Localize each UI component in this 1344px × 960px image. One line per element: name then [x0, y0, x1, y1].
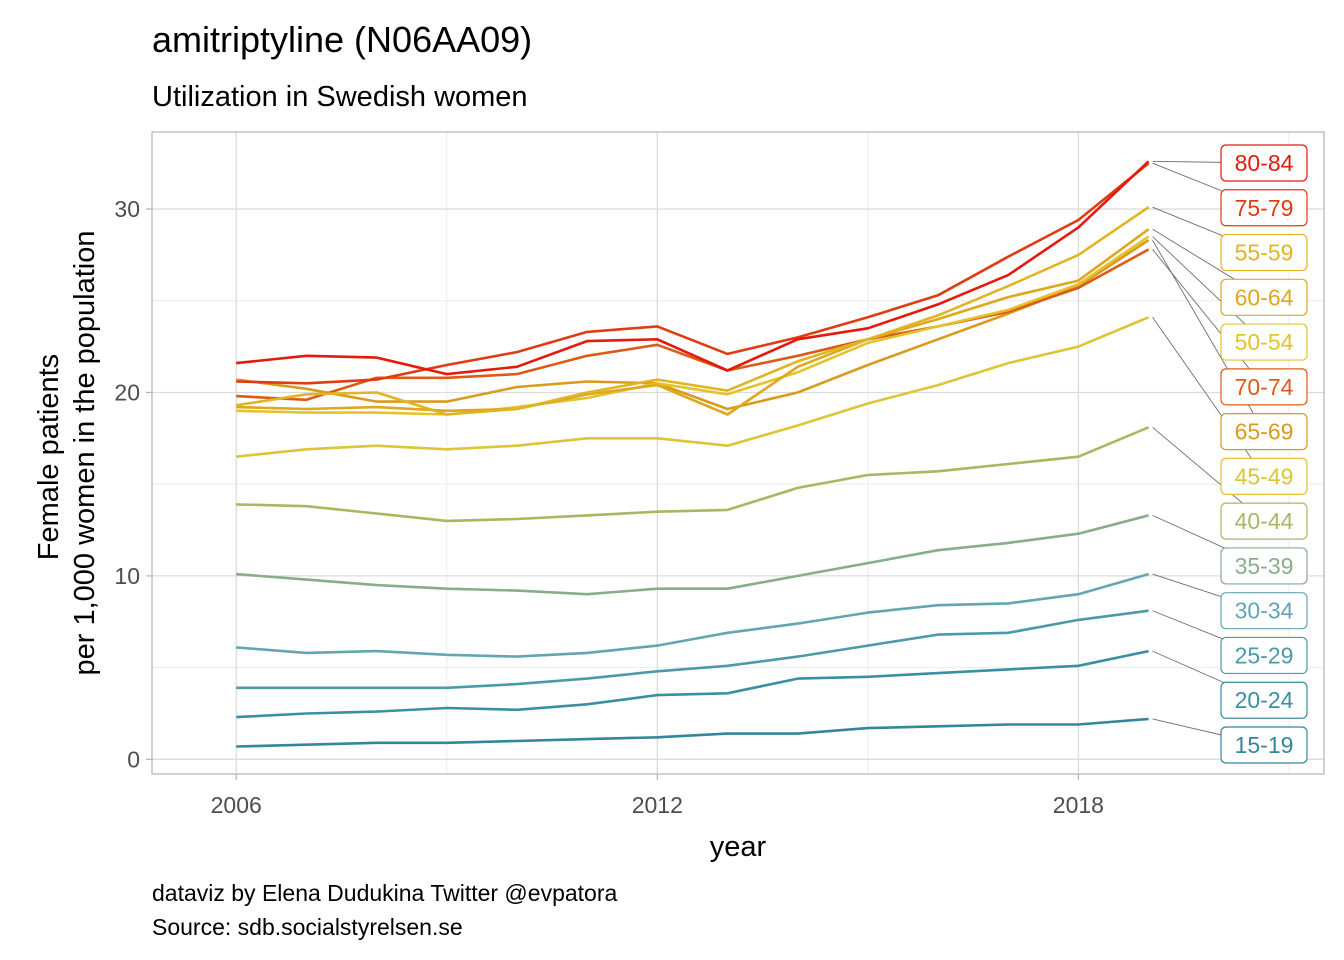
y-axis-title-line-2: per 1,000 women in the population	[69, 231, 101, 676]
y-axis-title-line-1: Female patients	[33, 354, 65, 560]
series-label-box-65-69	[1220, 413, 1308, 451]
x-tick-label: 2018	[1053, 792, 1104, 818]
series-lines	[235, 160, 1150, 748]
series-label-box-55-59	[1220, 233, 1308, 272]
series-label-box-15-19	[1220, 726, 1308, 764]
series-label-box-60-64	[1220, 278, 1308, 316]
series-line-15-19	[236, 717, 1149, 748]
grid	[152, 132, 1324, 774]
series-label-30-34: 30-34	[1235, 598, 1294, 624]
axis-ticks: 0 10 20 30 2006 2012 2018	[114, 196, 1104, 818]
caption-line-1: dataviz by Elena Dudukina Twitter @evpat…	[152, 880, 617, 906]
series-label-35-39: 35-39	[1235, 553, 1294, 579]
series-line-50-54	[236, 235, 1150, 416]
y-tick-label: 0	[127, 746, 140, 772]
series-line-25-29	[236, 609, 1149, 690]
series-label-box-45-49	[1220, 457, 1308, 495]
series-label-20-24: 20-24	[1235, 687, 1294, 713]
x-tick-label: 2006	[211, 792, 262, 818]
series-label-65-69: 65-69	[1235, 419, 1294, 445]
series-label-60-64: 60-64	[1235, 284, 1294, 310]
series-label-55-59: 55-59	[1235, 240, 1294, 266]
x-axis-title: year	[710, 831, 767, 863]
y-tick-label: 10	[114, 563, 140, 589]
series-label-box-25-29	[1220, 636, 1308, 675]
x-tick-label: 2012	[632, 792, 683, 818]
series-label-box-80-84	[1220, 144, 1308, 182]
series-line-45-49	[236, 316, 1150, 458]
series-line-60-64	[236, 228, 1150, 416]
series-label-25-29: 25-29	[1235, 642, 1294, 668]
series-label-box-50-54	[1220, 323, 1308, 361]
chart-subtitle: Utilization in Swedish women	[152, 81, 528, 113]
series-line-35-39	[236, 514, 1149, 596]
series-label-box-75-79	[1220, 189, 1308, 227]
series-label-50-54: 50-54	[1235, 329, 1294, 355]
series-label-box-35-39	[1220, 547, 1308, 585]
series-label-45-49: 45-49	[1235, 463, 1294, 489]
series-label-box-70-74	[1220, 368, 1308, 406]
series-label-75-79: 75-79	[1235, 195, 1294, 221]
series-line-30-34	[236, 572, 1149, 658]
series-label-80-84: 80-84	[1235, 150, 1294, 176]
series-label-box-40-44	[1220, 502, 1308, 540]
series-line-80-84	[236, 160, 1150, 376]
caption: dataviz by Elena Dudukina Twitter @evpat…	[152, 880, 624, 940]
y-axis-title: Female patients per 1,000 women in the p…	[33, 231, 101, 676]
series-label-70-74: 70-74	[1235, 374, 1294, 400]
series-label-15-19: 15-19	[1235, 732, 1294, 758]
series-label-40-44: 40-44	[1235, 508, 1294, 534]
series-label-box-30-34	[1220, 592, 1308, 630]
plot-panel-border	[151, 131, 1325, 775]
series-line-75-79	[236, 162, 1150, 385]
series-labels: 80-84 75-79 55-59 60-64 50-54 70-74 65-69 45-49…	[1220, 144, 1308, 764]
series-line-20-24	[236, 649, 1149, 719]
series-label-box-20-24	[1220, 681, 1308, 719]
y-tick-label: 20	[114, 379, 140, 405]
series-line-55-59	[235, 206, 1150, 416]
chart-title: amitriptyline (N06AA09)	[152, 19, 532, 60]
caption-line-2: Source: sdb.socialstyrelsen.se	[152, 914, 463, 940]
y-tick-label: 30	[114, 196, 140, 222]
series-line-65-69	[236, 239, 1150, 411]
series-line-40-44	[236, 426, 1150, 523]
